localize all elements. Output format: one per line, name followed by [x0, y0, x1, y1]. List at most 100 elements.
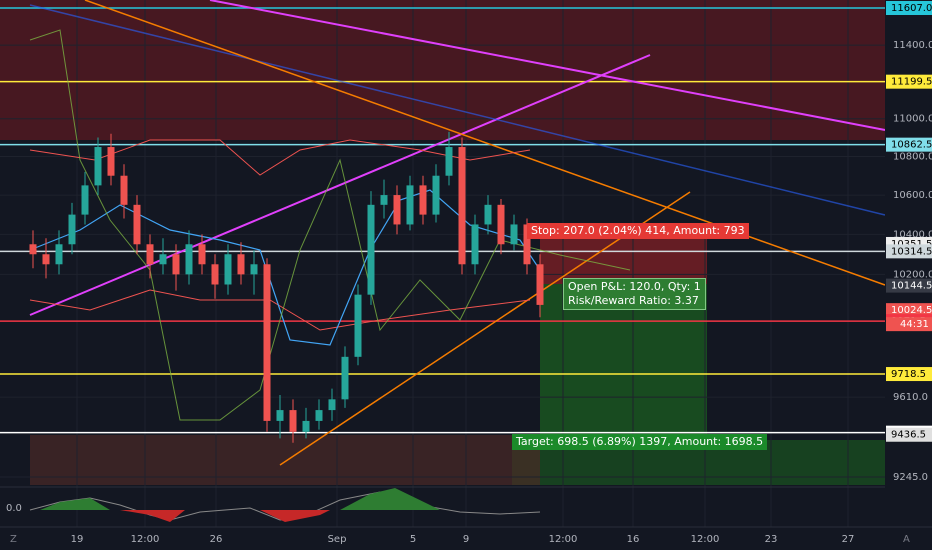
time-tick-label: 23: [765, 534, 778, 545]
channel-line: [29, 139, 531, 176]
candle-body: [133, 204, 141, 245]
stop-label: Stop: 207.0 (2.04%) 414, Amount: 793: [527, 223, 749, 239]
candle-body: [354, 294, 362, 357]
candle-body: [341, 356, 349, 400]
candle-body: [42, 254, 50, 265]
candle-body: [81, 185, 89, 215]
candle-body: [120, 175, 128, 205]
candle-body: [68, 214, 76, 245]
price-levels: [0, 7, 885, 434]
candle-body: [523, 224, 531, 265]
price-tick-label: 9245.0: [893, 472, 928, 483]
price-tag: [886, 1, 932, 15]
price-tag: [886, 367, 932, 382]
candle-body: [315, 410, 323, 421]
risk-reward: Risk/Reward Ratio: 3.37: [568, 294, 699, 307]
candle-body: [159, 254, 167, 265]
price-tick-label: 11400.0: [893, 40, 932, 51]
candle-body: [510, 224, 518, 245]
candle-body: [107, 147, 115, 176]
price-tag: [886, 278, 932, 293]
price-tag: [886, 303, 932, 318]
candle-body: [445, 147, 453, 176]
countdown: 44:31: [900, 319, 929, 330]
candle-body: [276, 410, 284, 421]
price-tick-label: 10600.0: [893, 190, 932, 201]
candle-body: [484, 204, 492, 225]
time-tick-label: 27: [842, 534, 855, 545]
candle-body: [237, 254, 245, 275]
candle-body: [172, 254, 180, 275]
timezone-button[interactable]: Z: [10, 534, 17, 545]
trend-line: [29, 4, 886, 216]
price-tag-label: 11607.0: [891, 3, 932, 14]
time-tick-label: 19: [71, 534, 84, 545]
candle-body: [146, 244, 154, 265]
price-tick-label: 10400.0: [893, 229, 932, 240]
candle-body: [289, 410, 297, 432]
candles: [29, 131, 544, 443]
candle-body: [94, 147, 102, 186]
open-pnl: Open P&L: 120.0, Qty: 1: [568, 280, 701, 293]
price-tag-label: 9718.5: [891, 369, 926, 380]
oscillator-up: [40, 498, 110, 510]
time-tick-label: 12:00: [549, 534, 578, 545]
candle-body: [302, 420, 310, 432]
pnl-label: Open P&L: 120.0, Qty: 1 Risk/Reward Rati…: [563, 278, 706, 310]
time-tick-label: 12:00: [691, 534, 720, 545]
price-tag: [886, 427, 932, 442]
candle-body: [536, 264, 544, 305]
price-tag: [886, 137, 932, 152]
price-tag-label: 10862.5: [891, 140, 932, 151]
lagging-line: [29, 29, 631, 421]
candle-body: [406, 185, 414, 225]
auto-scale-button[interactable]: A: [903, 534, 910, 545]
price-tag-label: 11199.5: [891, 77, 932, 88]
price-tag: [886, 74, 932, 89]
time-tick-label: 12:00: [131, 534, 160, 545]
oscillator-down: [260, 510, 330, 522]
price-tick-label: 9610.0: [893, 392, 928, 403]
oscillator-down: [120, 510, 185, 522]
candle-body: [211, 264, 219, 285]
candle-body: [458, 147, 466, 265]
candle-body: [55, 244, 63, 265]
target-zone: [540, 284, 707, 440]
trend-line: [209, 0, 886, 131]
candle-body: [250, 264, 258, 275]
candle-body: [185, 244, 193, 275]
target-label: Target: 698.5 (6.89%) 1397, Amount: 1698…: [512, 434, 768, 450]
trend-line: [84, 0, 886, 286]
candle-body: [367, 204, 375, 295]
oscillator: [29, 491, 541, 521]
oscillator-up: [340, 488, 440, 510]
price-tag: [886, 244, 932, 259]
price-tick-label: 10800.0: [893, 152, 932, 163]
candle-body: [29, 244, 37, 255]
price-tag-label: 10024.5: [891, 305, 932, 316]
candle-body: [393, 195, 401, 225]
candle-body: [497, 204, 505, 245]
candle-body: [224, 254, 232, 285]
oscillator-label: 0.0: [6, 503, 22, 514]
resistance-zone: [0, 0, 885, 140]
price-tick-label: 11000.0: [893, 114, 932, 125]
time-tick-label: 9: [463, 534, 469, 545]
price-tag-label: 9436.5: [891, 430, 926, 441]
candle-body: [198, 244, 206, 265]
candle-body: [471, 224, 479, 265]
time-tick-label: 5: [410, 534, 416, 545]
candle-body: [419, 185, 427, 215]
countdown-bg: [886, 317, 932, 332]
stop-zone: [540, 232, 707, 284]
time-tick-label: Sep: [328, 534, 347, 545]
candle-body: [263, 264, 271, 421]
trend-line: [29, 54, 651, 316]
time-tick-label: 26: [210, 534, 223, 545]
candle-body: [380, 195, 388, 205]
candle-body: [328, 399, 336, 411]
time-tick-label: 16: [627, 534, 640, 545]
price-tag-label: 10314.5: [891, 246, 932, 257]
